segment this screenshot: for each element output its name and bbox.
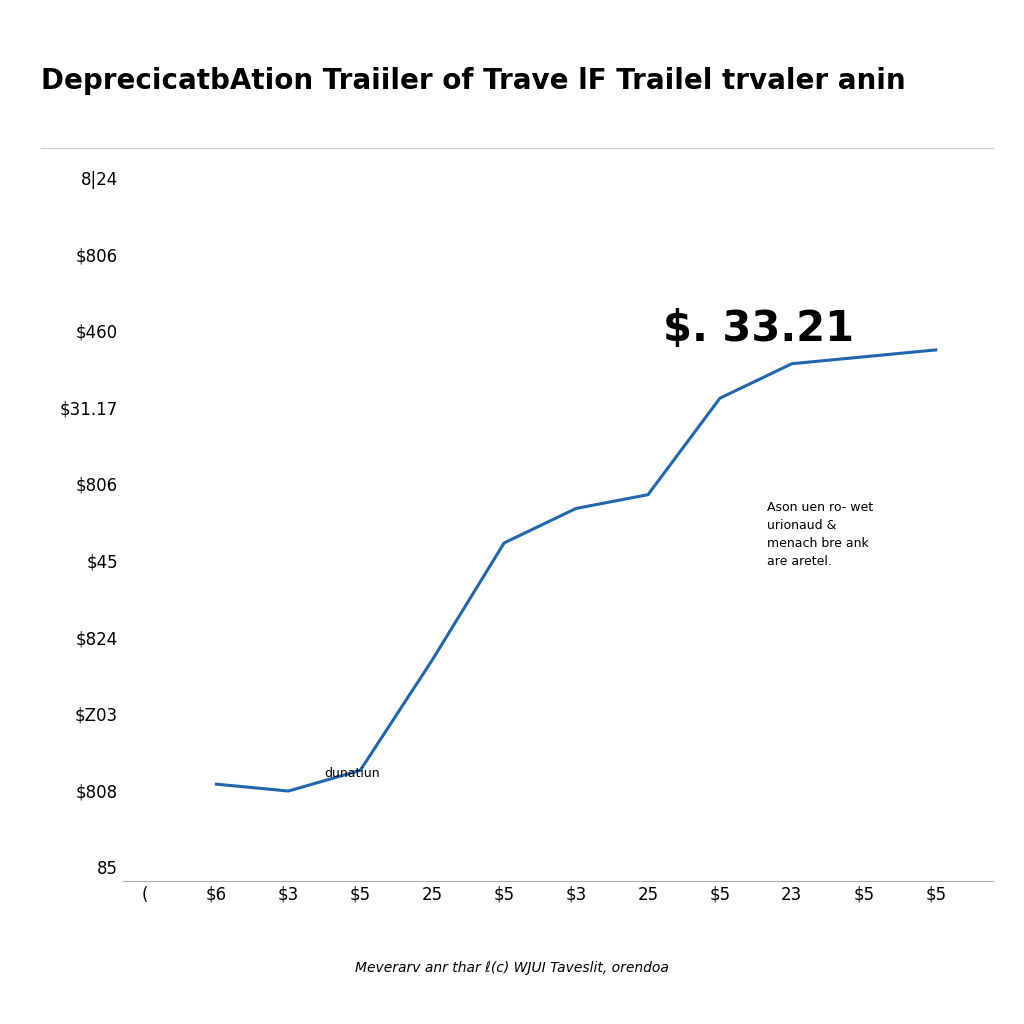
Text: dunatiun: dunatiun [325,767,380,780]
Text: $. 33.21: $. 33.21 [663,307,854,350]
Text: DeprecicatbAtion Traiiler of Trave lF Trailel trvaler anin: DeprecicatbAtion Traiiler of Trave lF Tr… [41,67,905,94]
Text: Ason uen ro- wet
urionaud &
menach bre ank
are aretel.: Ason uen ro- wet urionaud & menach bre a… [767,501,873,567]
Text: Meverarv anr thar ℓ(c) WJUI Taveslit, orendoa: Meverarv anr thar ℓ(c) WJUI Taveslit, or… [355,961,669,975]
